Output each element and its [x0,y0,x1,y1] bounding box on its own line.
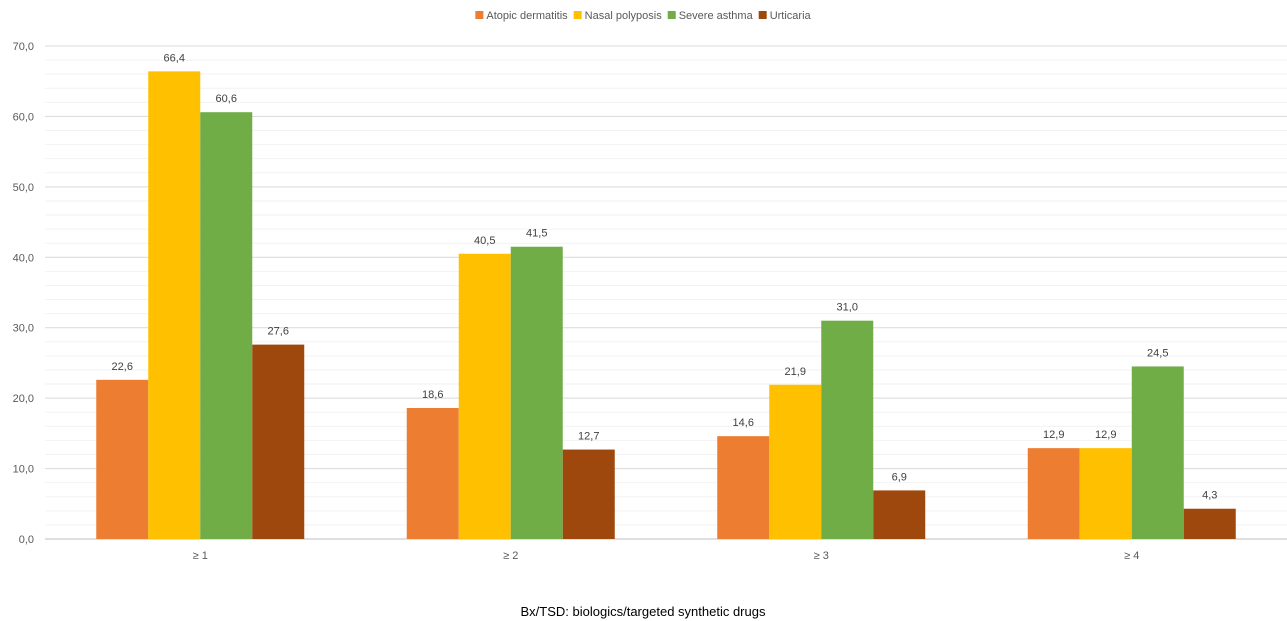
y-tick-label: 10,0 [13,464,34,476]
bar [562,449,615,539]
x-tick-label: ≥ 4 [1124,550,1139,562]
legend-swatch [758,11,767,19]
y-tick-label: 70,0 [13,41,34,53]
data-label: 18,6 [422,389,443,401]
data-label: 12,9 [1043,429,1064,441]
y-tick-label: 0,0 [19,534,34,546]
bar [769,384,822,539]
bar [1183,508,1236,539]
data-label: 27,6 [268,326,289,338]
data-label: 22,6 [112,361,133,373]
data-label: 4,3 [1202,490,1217,502]
bar [406,408,459,539]
legend-swatch [475,11,484,19]
bar [148,71,201,540]
bar [1027,448,1080,539]
bar [1131,366,1184,539]
bar [873,490,926,539]
data-label: 66,4 [164,52,185,64]
legend-label: Atopic dermatitis [486,10,568,22]
legend-swatch [573,11,582,19]
legend-label: Urticaria [770,10,812,22]
bar [1079,448,1132,539]
data-label: 24,5 [1147,347,1168,359]
x-axis: ≥ 1 ≥ 2 ≥ 3 ≥ 4 [193,550,1140,562]
bar [200,112,253,540]
bar [96,379,149,539]
bar [252,344,305,539]
data-label: 14,6 [733,417,754,429]
data-label: 12,9 [1095,429,1116,441]
legend-swatch [667,11,676,19]
legend-item: Severe asthma [667,10,754,22]
bar [821,320,874,539]
data-label: 21,9 [785,366,806,378]
legend-item: Nasal polyposis [573,10,663,22]
data-label: 12,7 [578,431,599,443]
y-axis: 0,0 10,0 20,0 30,0 40,0 50,0 60,0 70,0 [13,41,34,546]
bar [717,436,770,539]
legend-label: Severe asthma [679,10,754,22]
data-label: 60,6 [216,93,237,105]
y-tick-label: 60,0 [13,111,34,123]
legend-item: Urticaria [758,10,812,22]
bar [458,253,511,539]
bars [96,71,1236,540]
legend-label: Nasal polyposis [585,10,663,22]
data-label: 6,9 [892,471,907,483]
footnote: Bx/TSD: biologics/targeted synthetic dru… [521,604,766,619]
legend: Atopic dermatitis Nasal polyposis Severe a… [475,10,812,22]
y-tick-label: 40,0 [13,252,34,264]
bar [510,246,563,539]
x-tick-label: ≥ 1 [193,550,208,562]
y-tick-label: 50,0 [13,182,34,194]
data-label: 40,5 [474,235,495,247]
data-label: 31,0 [837,302,858,314]
data-labels: 22,6 66,4 60,6 27,6 18,6 40,5 41,5 12,7 14,6 21,9… [112,52,1218,501]
y-tick-label: 30,0 [13,323,34,335]
x-tick-label: ≥ 2 [503,550,518,562]
x-tick-label: ≥ 3 [814,550,829,562]
y-tick-label: 20,0 [13,393,34,405]
legend-item: Atopic dermatitis [475,10,568,22]
data-label: 41,5 [526,228,547,240]
